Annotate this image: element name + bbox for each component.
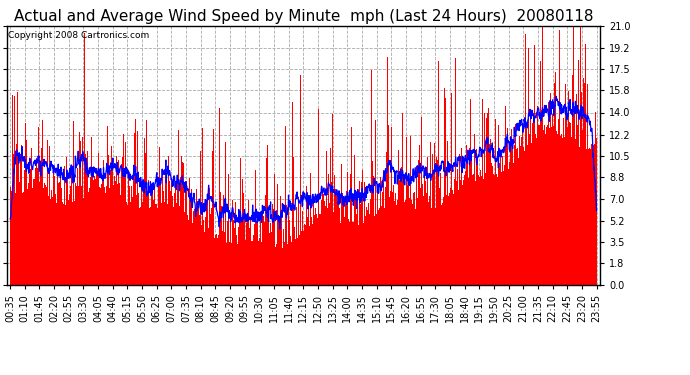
Title: Actual and Average Wind Speed by Minute  mph (Last 24 Hours)  20080118: Actual and Average Wind Speed by Minute … bbox=[14, 9, 593, 24]
Text: Copyright 2008 Cartronics.com: Copyright 2008 Cartronics.com bbox=[8, 32, 149, 40]
